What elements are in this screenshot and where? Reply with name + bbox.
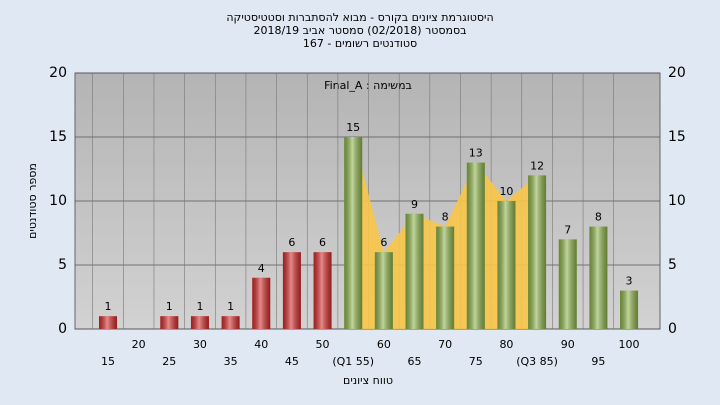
bar-shine (374, 252, 393, 329)
bar-shine (620, 290, 639, 329)
bar-shine (405, 213, 424, 329)
x-tick-label: (Q3 85) (516, 355, 558, 368)
value-label: 6 (380, 236, 387, 249)
value-label: 7 (564, 223, 571, 236)
value-label: 1 (196, 300, 203, 313)
value-label: 15 (346, 121, 360, 134)
x-tick-label: 15 (101, 355, 115, 368)
y2-tick-label: 15 (668, 129, 686, 145)
x-tick-label: 50 (316, 338, 330, 351)
x-tick-label: 60 (377, 338, 391, 351)
bar-shine (160, 316, 179, 329)
x-tick-label: 95 (591, 355, 605, 368)
x-tick-label: 90 (561, 338, 575, 351)
x-tick-label: 40 (254, 338, 268, 351)
x-tick-label: 45 (285, 355, 299, 368)
value-label: 13 (469, 147, 483, 160)
y2-tick-label: 20 (668, 65, 686, 81)
y-tick-label: 10 (49, 193, 67, 209)
x-tick-label: 65 (408, 355, 422, 368)
annotation: Final_A : במשימה (324, 79, 412, 92)
value-label: 1 (105, 300, 112, 313)
y-axis-label: מספר סטודנטים (26, 163, 39, 239)
x-tick-label: 25 (162, 355, 176, 368)
value-label: 1 (227, 300, 234, 313)
x-tick-label: 35 (224, 355, 238, 368)
y-tick-label: 15 (49, 129, 67, 145)
x-tick-label: 75 (469, 355, 483, 368)
value-label: 8 (595, 211, 602, 224)
value-label: 6 (319, 236, 326, 249)
bar-shine (282, 252, 301, 329)
y-tick-label: 5 (58, 257, 67, 273)
value-label: 6 (288, 236, 295, 249)
y2-tick-label: 5 (668, 257, 677, 273)
bar-shine (344, 137, 363, 329)
chart-subtitle: סטודנטים רשומים - 167 (303, 37, 417, 50)
x-tick-label: (Q1 55) (332, 355, 374, 368)
x-tick-label: 30 (193, 338, 207, 351)
bar-shine (313, 252, 332, 329)
bar-shine (466, 162, 485, 329)
y2-tick-label: 10 (668, 193, 686, 209)
value-label: 3 (626, 275, 633, 288)
x-tick-label: 100 (619, 338, 640, 351)
bar-shine (190, 316, 209, 329)
bar-shine (497, 201, 516, 329)
y-tick-label: 0 (58, 321, 67, 337)
bar-shine (252, 277, 271, 329)
bar-shine (528, 175, 547, 329)
x-axis-label: טווח ציונים (343, 374, 393, 387)
bar-shine (436, 226, 455, 329)
bar-shine (558, 239, 577, 329)
value-label: 12 (530, 159, 544, 172)
chart-subtitle: בסמסטר (02/2018) סמסטר אביב 2018/19 (253, 24, 466, 37)
x-tick-label: 80 (499, 338, 513, 351)
y2-tick-label: 0 (668, 321, 677, 337)
bar-shine (221, 316, 240, 329)
x-tick-label: 20 (132, 338, 146, 351)
value-label: 8 (442, 211, 449, 224)
chart-title: היסטוגרמת ציונים בקורס - מבוא להסתברות ו… (226, 11, 493, 24)
value-label: 9 (411, 198, 418, 211)
bar-shine (99, 316, 117, 329)
bar-shine (589, 226, 608, 329)
value-label: 10 (499, 185, 513, 198)
y-tick-label: 20 (49, 65, 67, 81)
value-label: 1 (166, 300, 173, 313)
x-tick-label: 70 (438, 338, 452, 351)
value-label: 4 (258, 262, 265, 275)
